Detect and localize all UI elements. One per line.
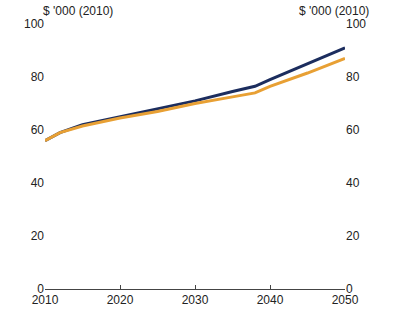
svg-text:80: 80	[346, 70, 360, 84]
svg-text:40: 40	[346, 176, 360, 190]
svg-text:2050: 2050	[332, 293, 359, 307]
svg-text:40: 40	[31, 176, 45, 190]
svg-text:0: 0	[37, 282, 44, 296]
svg-text:80: 80	[31, 70, 45, 84]
svg-text:2030: 2030	[182, 293, 209, 307]
svg-text:$ '000 (2010): $ '000 (2010)	[299, 4, 369, 18]
svg-text:60: 60	[346, 123, 360, 137]
svg-text:2020: 2020	[107, 293, 134, 307]
svg-text:20: 20	[346, 229, 360, 243]
svg-text:20: 20	[31, 229, 45, 243]
svg-text:100: 100	[24, 17, 44, 31]
svg-text:2010: 2010	[32, 293, 59, 307]
svg-text:100: 100	[346, 17, 366, 31]
svg-text:0: 0	[346, 282, 353, 296]
svg-text:60: 60	[31, 123, 45, 137]
svg-text:2040: 2040	[257, 293, 284, 307]
svg-text:$ '000 (2010): $ '000 (2010)	[43, 4, 113, 18]
